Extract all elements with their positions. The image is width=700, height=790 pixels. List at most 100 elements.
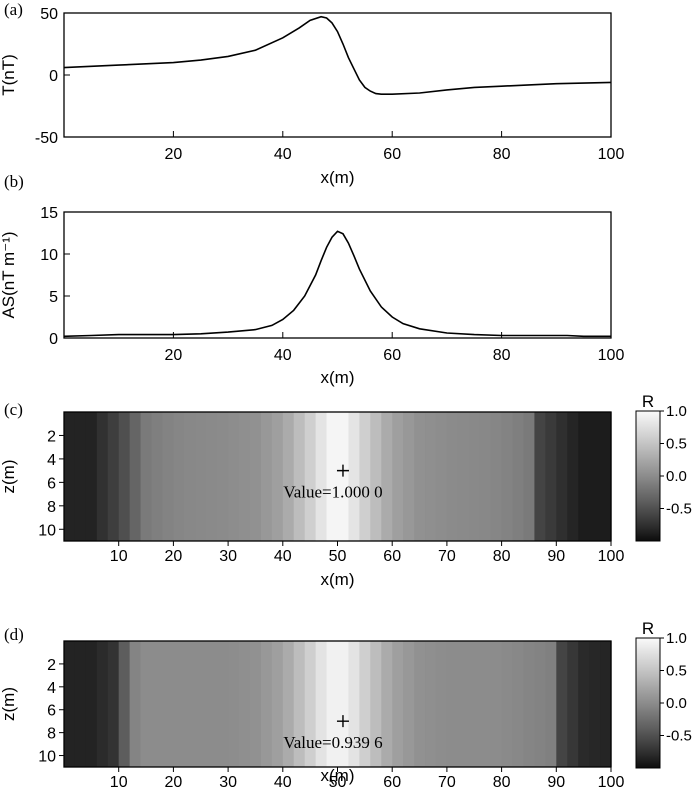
x-tick-label: 40: [274, 548, 292, 565]
heatmap-cell: [425, 641, 437, 767]
x-tick-label: 80: [493, 548, 511, 565]
x-tick-label: 90: [547, 548, 565, 565]
heatmap-cell: [228, 641, 240, 767]
heatmap-cell: [293, 641, 306, 767]
heatmap-cell: [490, 412, 503, 541]
y-axis-label: AS(nT m⁻¹): [0, 231, 18, 318]
y-tick-label: 5: [49, 289, 58, 306]
heatmap-cell: [129, 641, 142, 767]
heatmap-cell: [326, 641, 339, 767]
x-tick-label: 100: [598, 347, 625, 364]
colorbar-tick-label: -0.5: [666, 728, 692, 745]
heatmap-cell: [151, 641, 164, 767]
y-tick-label: 10: [38, 749, 56, 766]
x-tick-label: 20: [165, 548, 183, 565]
heatmap-cell: [118, 412, 131, 541]
heatmap-cell: [239, 641, 251, 767]
y-tick-label: 50: [40, 6, 58, 23]
heatmap-cell: [304, 641, 317, 767]
heatmap-cell: [589, 641, 601, 767]
heatmap-cell: [556, 412, 568, 541]
heatmap-cell: [249, 641, 262, 767]
heatmap-cell: [107, 641, 120, 767]
heatmap-cell: [468, 641, 481, 767]
heatmap-cell: [370, 641, 382, 767]
heatmap-cell: [414, 412, 426, 541]
heatmap-cell: [326, 412, 339, 541]
colorbar-tick-label: 1.0: [666, 630, 687, 647]
heatmap-cell: [425, 412, 437, 541]
heatmap-cell: [414, 641, 426, 767]
heatmap-cell: [304, 412, 317, 541]
y-tick-label: 0: [49, 68, 58, 85]
x-tick-label: 50: [329, 774, 347, 790]
heatmap-cell: [239, 412, 251, 541]
panel-c: (c) Value=1.000 0 10 20 30 40 50 60 70 80 90 100 2 4 6…: [0, 392, 692, 589]
data-line: [63, 230, 611, 338]
colorbar: [635, 637, 661, 769]
heatmap-cell: [260, 641, 273, 767]
y-tick-label: 8: [47, 726, 56, 743]
heatmap-cell: [457, 641, 470, 767]
heatmap-cell: [315, 412, 328, 541]
panel-label: (b): [4, 172, 24, 191]
y-axis-label: z(m): [0, 460, 18, 494]
heatmap-cell: [578, 641, 590, 767]
heatmap-cell: [381, 412, 393, 541]
heatmap-cell: [457, 412, 470, 541]
panel-label: (a): [4, 0, 23, 19]
heatmap-cell: [173, 641, 185, 767]
heatmap-cell: [490, 641, 503, 767]
colorbar-tick-label: 0.5: [666, 663, 687, 680]
heatmap-cell: [348, 412, 360, 541]
heatmap-cell: [151, 412, 164, 541]
y-axis-label: z(m): [0, 687, 18, 721]
heatmap-cell: [249, 412, 262, 541]
heatmap-cell: [107, 412, 120, 541]
y-tick-label: 15: [40, 205, 58, 222]
x-tick-label: 80: [493, 146, 511, 163]
y-tick-label: 2: [47, 428, 56, 445]
heatmap-cell: [545, 412, 557, 541]
heatmap-cell: [195, 412, 207, 541]
heatmap-cell: [74, 412, 87, 541]
heatmap-cell: [523, 412, 536, 541]
x-tick-label: 90: [547, 774, 565, 790]
heatmap-cell: [118, 641, 131, 767]
y-tick-label: 2: [47, 657, 56, 674]
heatmap-cell: [435, 412, 448, 541]
heatmap-cell: [184, 641, 196, 767]
heatmap-cell: [578, 412, 590, 541]
heatmap-cell: [184, 412, 196, 541]
x-tick-label: 20: [165, 347, 183, 364]
heatmap-cell: [217, 641, 229, 767]
heatmap-cell: [85, 412, 98, 541]
heatmap-cell: [293, 412, 306, 541]
heatmap-cell: [446, 412, 459, 541]
heatmap-cell: [512, 641, 525, 767]
heatmap-cell: [282, 412, 295, 541]
heatmap-cell: [501, 641, 514, 767]
x-tick-label: 70: [438, 774, 456, 790]
heatmap-cell: [140, 412, 153, 541]
value-annotation: Value=0.939 6: [283, 733, 382, 752]
x-tick-label: 10: [110, 774, 128, 790]
x-tick-label: 80: [493, 347, 511, 364]
y-tick-label: -50: [35, 130, 58, 147]
colorbar-label: R: [642, 619, 654, 638]
y-axis-label: T(nT): [0, 54, 18, 96]
panel-label: (d): [4, 625, 24, 644]
heatmap-cell: [600, 641, 612, 767]
panel-b: (b) 20 40 60 80 100 0 5 10 15 x(m) AS(nT m⁻¹): [0, 172, 624, 387]
colorbar-tick-label: 0.0: [666, 468, 687, 485]
y-tick-label: 4: [47, 680, 56, 697]
heatmap-cell: [195, 641, 207, 767]
heatmap-cell: [260, 412, 273, 541]
heatmap-cell: [403, 641, 415, 767]
x-tick-label: 60: [383, 347, 401, 364]
heatmap-cell: [501, 412, 514, 541]
heatmap-cell: [545, 641, 557, 767]
max-marker: [336, 715, 349, 728]
colorbar-tick-label: 1.0: [666, 403, 687, 420]
heatmap-cell: [512, 412, 525, 541]
